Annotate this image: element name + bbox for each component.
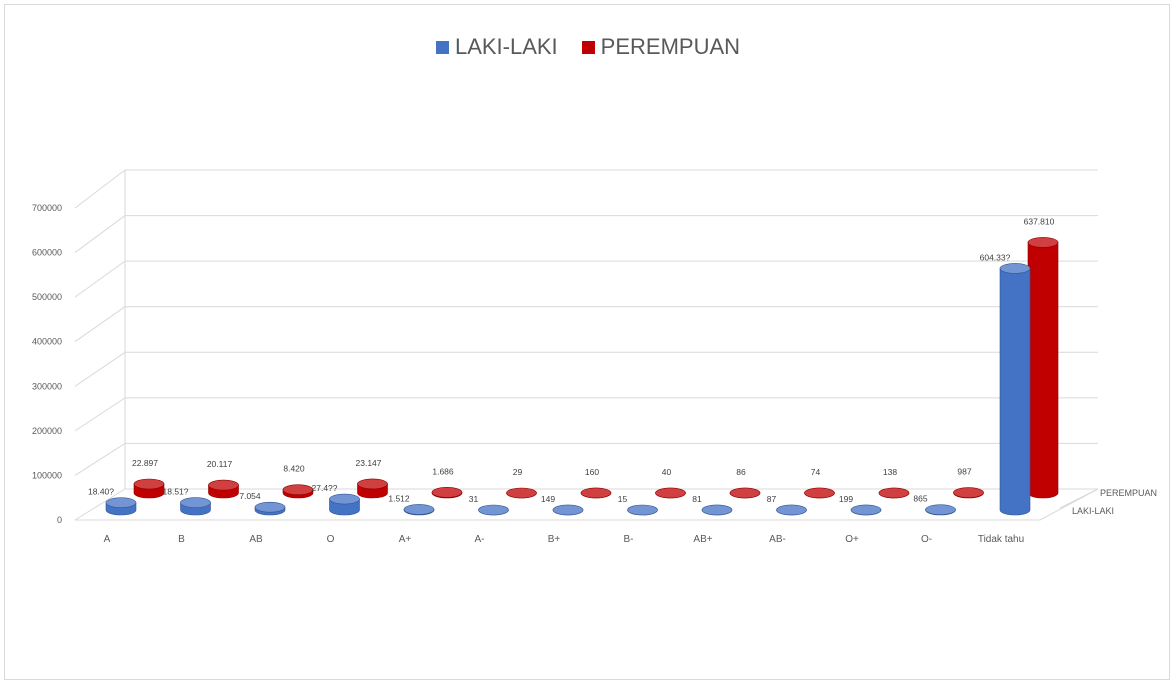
bar-cap xyxy=(403,504,435,515)
chart-area xyxy=(4,4,1170,680)
y-tick-label: 500000 xyxy=(32,292,62,302)
data-label: 27.4?? xyxy=(312,483,338,493)
legend-label-laki-laki: LAKI-LAKI xyxy=(454,34,558,59)
data-label: 18.51? xyxy=(163,487,189,497)
bar-cap xyxy=(1027,237,1059,248)
gridline-side xyxy=(74,215,126,253)
y-tick-label: 200000 xyxy=(32,426,62,436)
depth-axis-line xyxy=(1059,489,1097,509)
bar-laki-laki-tidak-tahu xyxy=(999,268,1031,516)
legend: LAKI-LAKI PEREMPUAN xyxy=(0,34,1176,60)
gridline-side xyxy=(74,306,126,343)
x-tick-label: O xyxy=(327,534,335,545)
data-label: 87 xyxy=(767,494,777,504)
x-tick-label: B xyxy=(178,534,185,545)
data-label: 604.33? xyxy=(980,252,1011,262)
bar-cap xyxy=(999,263,1031,274)
data-label: 1.686 xyxy=(432,466,454,476)
bar-cap xyxy=(850,504,882,516)
x-tick-label: B- xyxy=(624,534,634,545)
x-tick-label: O- xyxy=(921,534,932,545)
data-label: 40 xyxy=(662,467,672,477)
y-tick-label: 400000 xyxy=(32,337,62,347)
data-label: 149 xyxy=(541,494,555,504)
bar-cap xyxy=(180,497,211,508)
x-tick-label: A xyxy=(104,534,111,545)
bar-cap xyxy=(105,497,137,508)
x-tick-label: AB xyxy=(249,534,263,545)
data-label: 81 xyxy=(692,494,702,504)
data-label: 637.810 xyxy=(1024,216,1055,226)
bar-cap xyxy=(133,478,165,490)
data-label: 7.054 xyxy=(239,491,261,501)
bar-cap xyxy=(701,504,733,516)
bar-cap xyxy=(776,504,807,516)
x-tick-label: B+ xyxy=(548,534,561,545)
data-label: 138 xyxy=(883,467,897,477)
bar-cap xyxy=(580,487,612,499)
x-tick-label: O+ xyxy=(845,534,859,545)
gridline-side xyxy=(74,488,126,521)
data-label: 8.420 xyxy=(283,464,305,474)
bar-cap xyxy=(506,487,537,499)
y-tick-label: 700000 xyxy=(32,203,62,213)
data-label: 1.512 xyxy=(388,493,410,503)
bar-cap xyxy=(878,487,910,499)
y-tick-label: 600000 xyxy=(32,248,62,258)
x-tick-label: Tidak tahu xyxy=(978,534,1024,545)
data-label: 29 xyxy=(513,467,523,477)
data-label: 987 xyxy=(957,467,971,477)
x-tick-label: AB- xyxy=(769,534,786,545)
bar-cap xyxy=(254,501,286,513)
bar-cap xyxy=(729,487,761,499)
data-label: 18.40? xyxy=(88,487,114,497)
legend-item-perempuan: PEREMPUAN xyxy=(581,34,741,60)
depth-label-perempuan: PEREMPUAN xyxy=(1100,488,1157,498)
bar-cap xyxy=(208,479,239,491)
bar-cap xyxy=(552,504,584,516)
bar-cap xyxy=(925,504,956,515)
data-label: 199 xyxy=(839,494,853,504)
data-label: 160 xyxy=(585,467,599,477)
bar-cap xyxy=(627,504,658,516)
bar-cap xyxy=(655,487,686,499)
bar-cap xyxy=(357,478,388,490)
gridline-side xyxy=(74,397,126,432)
y-tick-label: 0 xyxy=(57,515,62,525)
data-label: 23.147 xyxy=(356,458,382,468)
data-label: 86 xyxy=(736,467,746,477)
data-label: 20.117 xyxy=(207,459,233,469)
gridline-side xyxy=(74,260,126,298)
data-label: 74 xyxy=(811,467,821,477)
data-label: 31 xyxy=(469,494,479,504)
bar-cap xyxy=(478,504,509,516)
bar-cap xyxy=(431,487,463,498)
bar-cap xyxy=(953,487,984,498)
data-label: 865 xyxy=(913,494,927,504)
data-label: 22.897 xyxy=(132,458,158,468)
legend-label-perempuan: PEREMPUAN xyxy=(600,34,741,59)
legend-swatch-perempuan xyxy=(581,40,595,54)
bar-cap xyxy=(282,484,314,495)
bar-perempuan-tidak-tahu xyxy=(1027,242,1059,499)
x-tick-label: AB+ xyxy=(693,534,712,545)
x-tick-label: A- xyxy=(475,534,485,545)
gridline-side xyxy=(74,443,126,476)
bar-cap xyxy=(329,493,360,505)
gridline-side xyxy=(74,351,126,387)
gridline-side xyxy=(74,169,126,209)
data-label: 15 xyxy=(618,494,628,504)
x-tick-label: A+ xyxy=(399,534,412,545)
legend-item-laki-laki: LAKI-LAKI xyxy=(435,34,558,60)
depth-label-laki-laki: LAKI-LAKI xyxy=(1072,506,1114,516)
legend-swatch-laki-laki xyxy=(435,40,449,54)
bar-cap xyxy=(804,487,835,499)
y-tick-label: 100000 xyxy=(32,470,62,480)
y-tick-label: 300000 xyxy=(32,381,62,391)
